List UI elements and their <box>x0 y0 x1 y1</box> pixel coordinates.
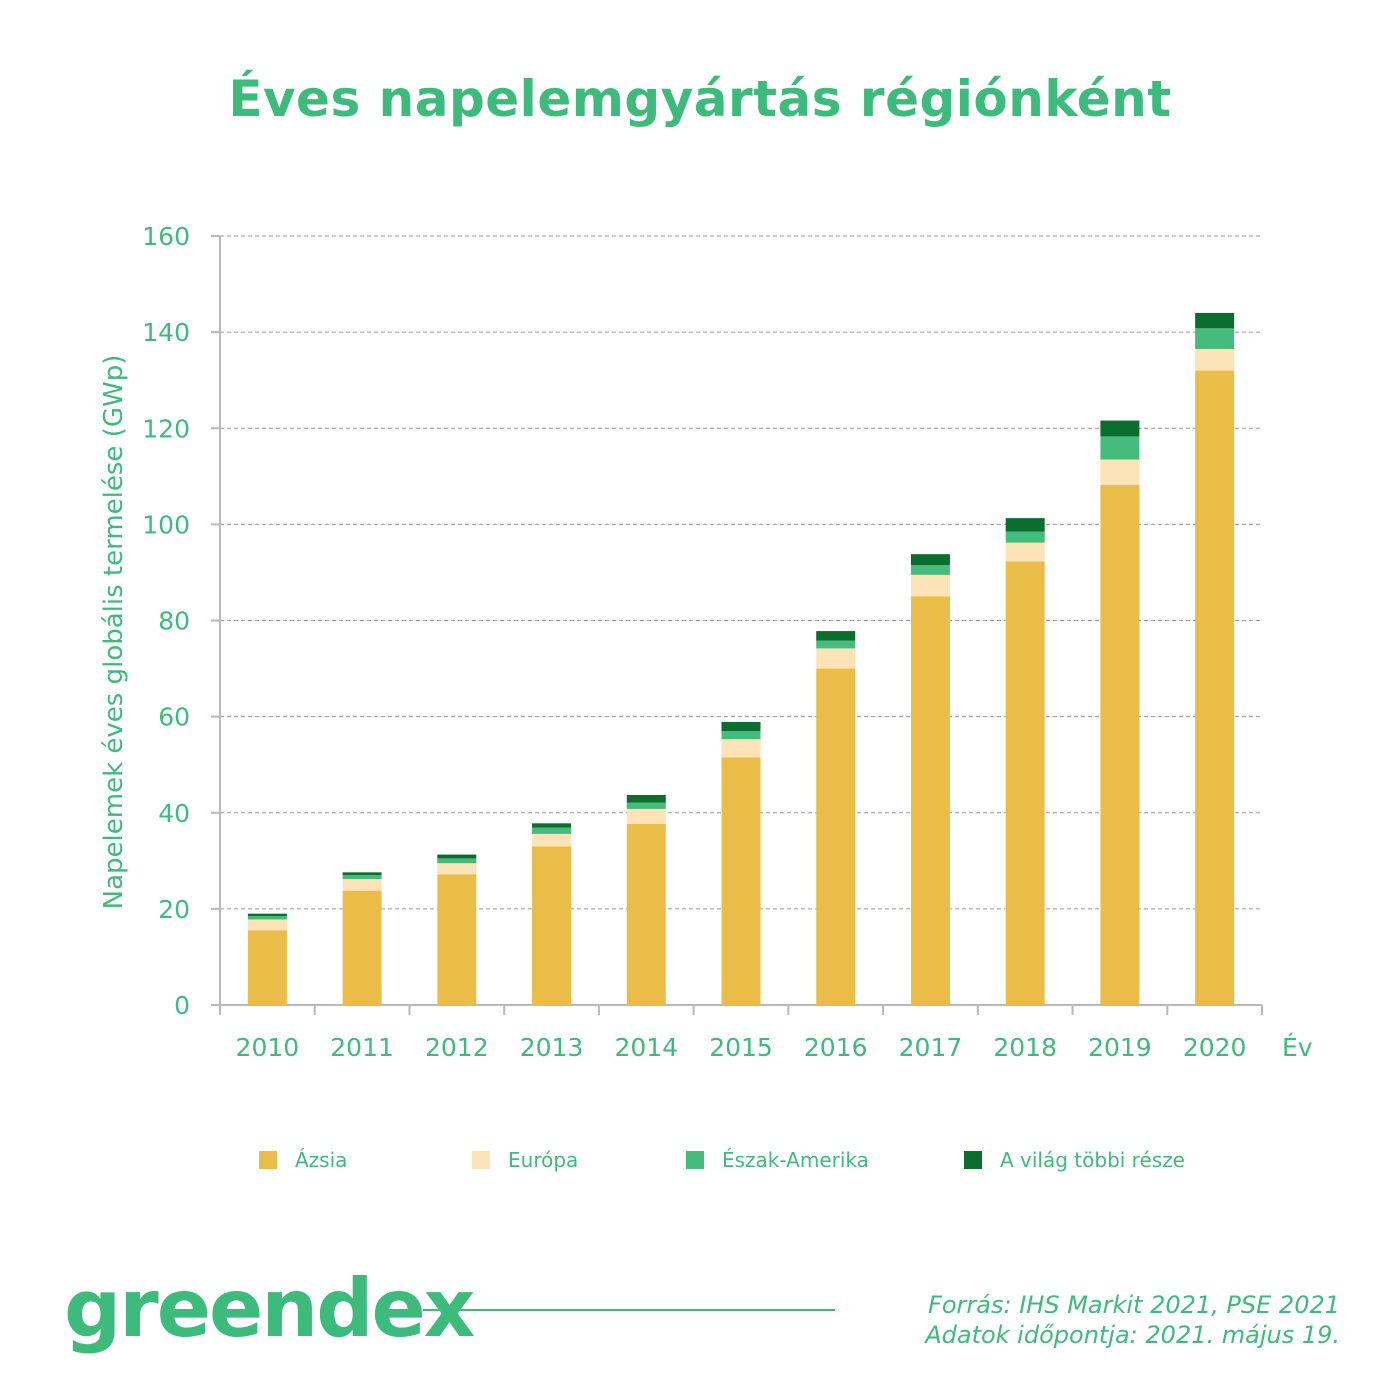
bar-2013-Észak-Amerika <box>532 827 572 834</box>
date-line: Adatok időpontja: 2021. május 19. <box>925 1321 1340 1349</box>
bar-2015-A világ többi része <box>721 721 761 732</box>
bar-2018-Ázsia <box>1005 561 1045 1005</box>
bar-2013-Ázsia <box>532 846 572 1005</box>
bar-2019-A világ többi része <box>1100 420 1140 437</box>
bar-2019-Ázsia <box>1100 484 1140 1005</box>
y-tick-label: 160 <box>142 222 190 251</box>
legend-swatch-north-america <box>686 1151 704 1169</box>
bar-2012-Észak-Amerika <box>437 858 477 864</box>
x-tick-label: 2017 <box>899 1033 963 1062</box>
legend-swatch-asia <box>259 1151 277 1169</box>
x-tick-label: 2015 <box>709 1033 773 1062</box>
bar-2020-Európa <box>1195 348 1235 371</box>
x-tick-label: 2014 <box>614 1033 678 1062</box>
legend-label-north-america: Észak-Amerika <box>722 1148 869 1172</box>
legend-label-asia: Ázsia <box>295 1148 348 1172</box>
bar-2012-A világ többi része <box>437 854 477 859</box>
y-tick-label: 60 <box>158 703 190 732</box>
bar-2017-Ázsia <box>910 596 950 1005</box>
legend-item-rest-of-world: A világ többi része <box>964 1148 1185 1172</box>
bar-2011-Észak-Amerika <box>342 875 382 880</box>
bar-2017-Európa <box>910 574 950 597</box>
chart-legend: Ázsia Európa Észak-Amerika A világ többi… <box>0 1148 1400 1188</box>
bar-2011-Európa <box>342 879 382 891</box>
y-tick-label: 100 <box>142 510 190 539</box>
x-tick-label: 2020 <box>1183 1033 1247 1062</box>
legend-item-north-america: Észak-Amerika <box>686 1148 869 1172</box>
bar-2010-A világ többi része <box>247 913 287 917</box>
x-tick-label: 2018 <box>993 1033 1057 1062</box>
x-tick-label: 2016 <box>804 1033 868 1062</box>
chart-title: Éves napelemgyártás régiónként <box>228 70 1172 128</box>
x-axis-label: Év <box>1282 1033 1313 1062</box>
y-axis-label: Napelemek éves globális termelése (GWp) <box>99 355 129 910</box>
bar-2012-Ázsia <box>437 874 477 1005</box>
bar-2016-Észak-Amerika <box>816 640 856 649</box>
bar-2014-Észak-Amerika <box>626 802 666 809</box>
legend-swatch-europe <box>472 1151 490 1169</box>
bar-2016-A világ többi része <box>816 631 856 641</box>
footer-divider <box>423 1309 835 1311</box>
bar-2019-Európa <box>1100 459 1140 485</box>
bar-2011-Ázsia <box>342 890 382 1005</box>
bar-2017-A világ többi része <box>910 554 950 566</box>
bar-2014-Európa <box>626 808 666 824</box>
x-tick-label: 2019 <box>1088 1033 1152 1062</box>
y-tick-label: 40 <box>158 799 190 828</box>
bar-2018-Európa <box>1005 542 1045 562</box>
x-tick-label: 2013 <box>520 1033 584 1062</box>
bar-2017-Észak-Amerika <box>910 565 950 575</box>
bar-2015-Európa <box>721 739 761 758</box>
bar-2010-Európa <box>247 919 287 931</box>
y-tick-label: 120 <box>142 414 190 443</box>
bar-2011-A világ többi része <box>342 872 382 876</box>
bar-2016-Európa <box>816 648 856 669</box>
source-line: Forrás: IHS Markit 2021, PSE 2021 <box>928 1291 1340 1319</box>
y-tick-label: 0 <box>174 991 190 1020</box>
legend-label-europe: Európa <box>508 1148 579 1172</box>
bar-2015-Ázsia <box>721 757 761 1005</box>
bar-2013-Európa <box>532 833 572 847</box>
bar-2012-Európa <box>437 863 477 875</box>
bar-2018-A világ többi része <box>1005 518 1045 532</box>
bar-2018-Észak-Amerika <box>1005 531 1045 543</box>
bar-2014-A világ többi része <box>626 794 666 803</box>
legend-swatch-rest-of-world <box>964 1151 982 1169</box>
bar-2016-Ázsia <box>816 668 856 1005</box>
bar-2019-Észak-Amerika <box>1100 436 1140 460</box>
bar-2010-Ázsia <box>247 930 287 1005</box>
legend-label-rest-of-world: A világ többi része <box>1000 1148 1185 1172</box>
greendex-logo: greendex <box>64 1262 475 1355</box>
x-tick-label: 2010 <box>236 1033 300 1062</box>
legend-item-asia: Ázsia <box>259 1148 347 1172</box>
x-tick-label: 2012 <box>425 1033 489 1062</box>
bar-2020-Ázsia <box>1195 370 1235 1005</box>
y-tick-label: 20 <box>158 895 190 924</box>
bar-2013-A világ többi része <box>532 823 572 828</box>
bar-2014-Ázsia <box>626 823 666 1005</box>
bar-2020-A világ többi része <box>1195 312 1235 329</box>
bar-2010-Észak-Amerika <box>247 916 287 920</box>
legend-item-europe: Európa <box>472 1148 578 1172</box>
source-note: Forrás: IHS Markit 2021, PSE 2021 Adatok… <box>925 1290 1340 1350</box>
bar-2020-Észak-Amerika <box>1195 328 1235 349</box>
y-tick-label: 140 <box>142 318 190 347</box>
bar-2015-Észak-Amerika <box>721 731 761 740</box>
y-tick-label: 80 <box>158 607 190 636</box>
x-tick-label: 2011 <box>330 1033 394 1062</box>
